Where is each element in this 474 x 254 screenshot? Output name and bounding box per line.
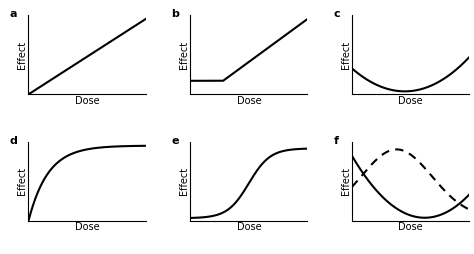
Text: d: d [9, 136, 18, 146]
X-axis label: Dose: Dose [398, 96, 423, 106]
Text: e: e [172, 136, 179, 146]
X-axis label: Dose: Dose [237, 96, 261, 106]
Y-axis label: Effect: Effect [341, 41, 351, 69]
X-axis label: Dose: Dose [398, 222, 423, 232]
Y-axis label: Effect: Effect [179, 167, 189, 196]
Y-axis label: Effect: Effect [17, 41, 27, 69]
Text: a: a [9, 9, 17, 19]
Text: f: f [333, 136, 338, 146]
X-axis label: Dose: Dose [75, 222, 100, 232]
Text: c: c [333, 9, 340, 19]
Y-axis label: Effect: Effect [179, 41, 189, 69]
Text: b: b [172, 9, 179, 19]
X-axis label: Dose: Dose [75, 96, 100, 106]
Y-axis label: Effect: Effect [17, 167, 27, 196]
X-axis label: Dose: Dose [237, 222, 261, 232]
Y-axis label: Effect: Effect [341, 167, 351, 196]
